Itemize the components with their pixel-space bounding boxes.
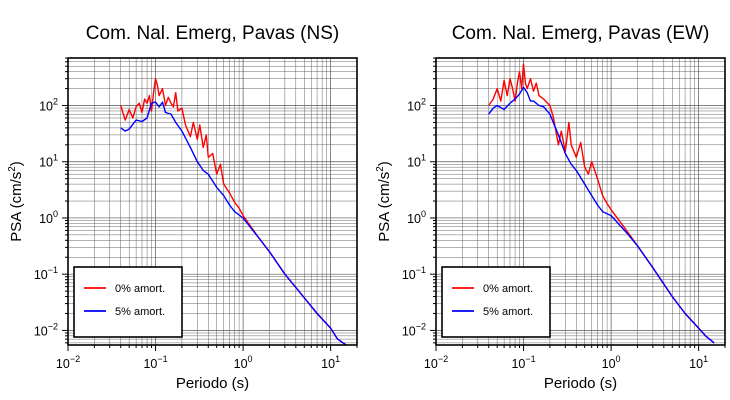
y-tick-label: 102 — [39, 97, 58, 114]
x-tick-label: 10−1 — [143, 354, 167, 371]
chart-title: Com. Nal. Emerg, Pavas (NS) — [86, 23, 339, 44]
legend-box — [73, 266, 183, 338]
x-axis-label: Periodo (s) — [544, 375, 617, 392]
y-tick-label: 10−1 — [402, 265, 426, 282]
legend-box — [441, 266, 551, 338]
y-tick-label: 10−2 — [34, 321, 58, 338]
legend-label: 0% amort. — [483, 283, 533, 295]
series-line-1 — [120, 77, 347, 345]
legend-label: 5% amort. — [483, 306, 533, 318]
y-tick-label: 101 — [407, 153, 426, 170]
y-axis-label: PSA (cm/s2) — [375, 161, 393, 242]
series-line-2 — [488, 86, 715, 344]
series-line-1 — [488, 63, 715, 344]
y-tick-label: 10−2 — [402, 321, 426, 338]
legend-label: 5% amort. — [115, 306, 165, 318]
x-axis-label: Periodo (s) — [176, 375, 249, 392]
y-tick-label: 10−1 — [34, 265, 58, 282]
series-line-2 — [120, 101, 347, 345]
legend: 0% amort. 5% amort. — [73, 266, 183, 338]
x-tick-label: 100 — [234, 354, 253, 371]
legend: 0% amort. 5% amort. — [441, 266, 551, 338]
x-tick-label: 101 — [321, 354, 340, 371]
y-tick-label: 101 — [39, 153, 58, 170]
y-tick-label: 102 — [407, 97, 426, 114]
chart-panel-1: Com. Nal. Emerg, Pavas (NS) 10−2 10−1 100 10… — [7, 23, 358, 392]
chart-title: Com. Nal. Emerg, Pavas (EW) — [452, 23, 710, 44]
x-tick-label: 10−1 — [511, 354, 535, 371]
legend-label: 0% amort. — [115, 283, 165, 295]
y-axis-label: PSA (cm/s2) — [7, 161, 25, 242]
x-tick-label: 101 — [689, 354, 708, 371]
y-tick-label: 100 — [407, 209, 426, 226]
x-tick-label: 100 — [602, 354, 621, 371]
x-tick-label: 10−2 — [56, 354, 80, 371]
y-tick-label: 100 — [39, 209, 58, 226]
chart-panel-2: Com. Nal. Emerg, Pavas (EW) 10−2 10−1 100 10… — [375, 23, 726, 392]
x-tick-label: 10−2 — [424, 354, 448, 371]
